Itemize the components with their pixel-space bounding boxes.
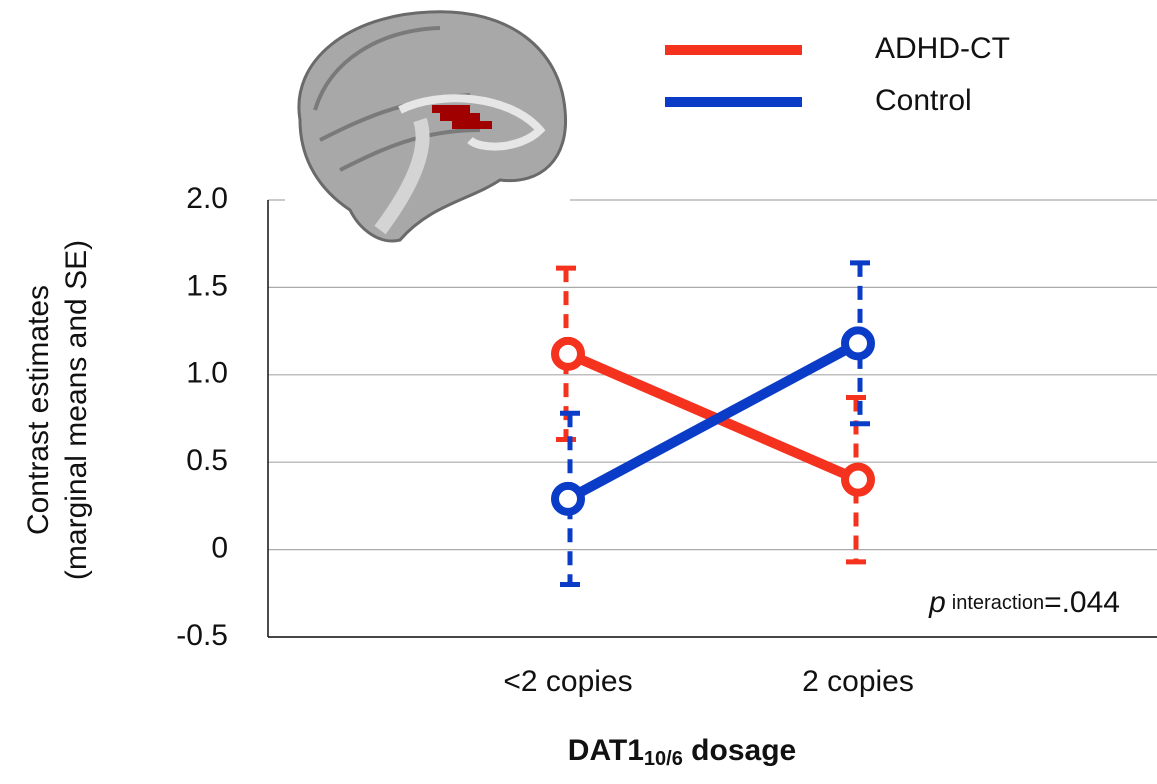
series-line bbox=[568, 343, 858, 499]
y-axis-title: (marginal means and SE) bbox=[60, 240, 93, 580]
point bbox=[555, 486, 581, 512]
y-tick-label: 1.5 bbox=[186, 269, 228, 302]
annotation-sub: interaction bbox=[952, 592, 1044, 614]
y-axis-title: Contrast estimates bbox=[22, 285, 55, 535]
y-tick-label: 0.5 bbox=[186, 444, 228, 477]
x-tick-label: 2 copies bbox=[802, 665, 914, 698]
x-title-rest: dosage bbox=[683, 734, 796, 767]
x-title-sub: 10/6 bbox=[644, 748, 683, 770]
annotation-text: =.044 bbox=[1044, 586, 1120, 619]
legend-label: Control bbox=[875, 84, 972, 117]
point bbox=[555, 341, 581, 367]
point bbox=[845, 467, 871, 493]
y-tick-label: 0 bbox=[211, 532, 228, 565]
x-title-main: DAT1 bbox=[568, 734, 644, 767]
legend-label: ADHD-CT bbox=[875, 32, 1010, 65]
y-tick-label: 2.0 bbox=[186, 182, 228, 215]
annotation-p: p bbox=[928, 586, 946, 619]
x-axis-title: DAT110/6 dosage bbox=[568, 734, 796, 770]
y-tick-label: -0.5 bbox=[176, 619, 228, 652]
point bbox=[845, 330, 871, 356]
chart: Contrast estimates (marginal means and S… bbox=[0, 0, 1157, 779]
y-tick-label: 1.0 bbox=[186, 357, 228, 390]
x-tick-label: <2 copies bbox=[503, 665, 632, 698]
annotation: p interaction=.044 bbox=[928, 586, 1120, 619]
brain-image bbox=[285, 5, 570, 250]
